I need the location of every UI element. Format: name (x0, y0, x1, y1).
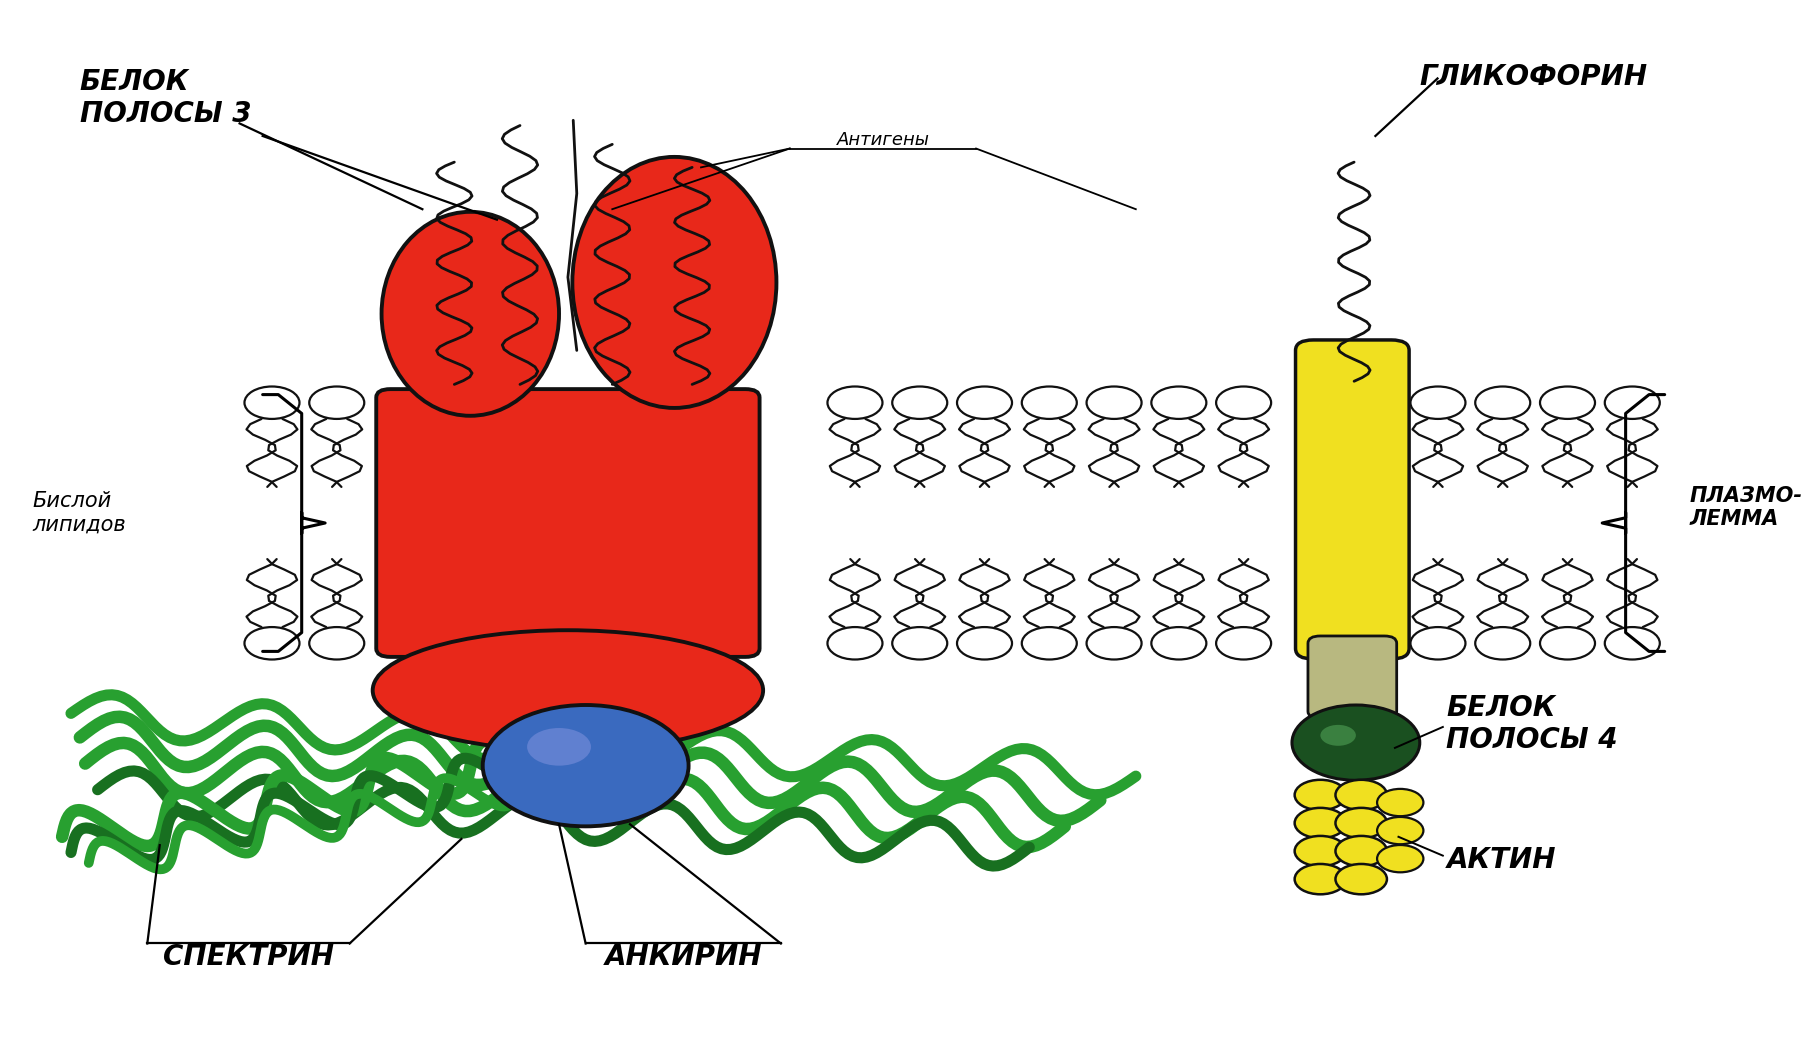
Text: СПЕКТРИН: СПЕКТРИН (164, 943, 333, 972)
Ellipse shape (571, 157, 777, 408)
Circle shape (1410, 627, 1465, 660)
Circle shape (1476, 627, 1531, 660)
Ellipse shape (382, 212, 559, 416)
Circle shape (482, 705, 688, 826)
Circle shape (1336, 808, 1387, 838)
Text: БЕЛОК
ПОЛОСЫ 4: БЕЛОК ПОЛОСЫ 4 (1447, 693, 1618, 754)
Circle shape (1021, 627, 1077, 660)
Circle shape (1216, 387, 1270, 419)
Circle shape (1292, 705, 1420, 780)
Circle shape (1294, 808, 1347, 838)
Circle shape (1294, 836, 1347, 866)
FancyBboxPatch shape (1309, 636, 1396, 719)
FancyBboxPatch shape (377, 389, 759, 657)
Circle shape (1605, 387, 1660, 419)
Circle shape (1540, 627, 1594, 660)
Circle shape (892, 387, 946, 419)
Circle shape (957, 627, 1012, 660)
Circle shape (244, 387, 300, 419)
Text: Бислой
липидов: Бислой липидов (33, 491, 126, 535)
Circle shape (1087, 627, 1141, 660)
Circle shape (1152, 627, 1207, 660)
Circle shape (1216, 627, 1270, 660)
Circle shape (1087, 387, 1141, 419)
Circle shape (828, 627, 883, 660)
Circle shape (1294, 780, 1347, 810)
Circle shape (309, 627, 364, 660)
Circle shape (1336, 780, 1387, 810)
Text: Антигены: Антигены (837, 131, 930, 149)
Text: АКТИН: АКТИН (1447, 846, 1556, 873)
Circle shape (892, 627, 946, 660)
FancyBboxPatch shape (1296, 340, 1409, 659)
Text: ГЛИКОФОРИН: ГЛИКОФОРИН (1420, 63, 1647, 91)
Circle shape (244, 627, 300, 660)
Circle shape (1336, 836, 1387, 866)
Circle shape (1378, 789, 1423, 816)
Circle shape (1540, 387, 1594, 419)
Circle shape (1152, 387, 1207, 419)
Circle shape (1378, 845, 1423, 872)
Circle shape (528, 728, 592, 766)
Circle shape (1476, 387, 1531, 419)
Circle shape (1021, 387, 1077, 419)
Circle shape (1410, 387, 1465, 419)
Circle shape (828, 387, 883, 419)
Text: ПЛАЗМО-
ЛЕММА: ПЛАЗМО- ЛЕММА (1689, 485, 1802, 529)
Text: БЕЛОК
ПОЛОСЫ 3: БЕЛОК ПОЛОСЫ 3 (80, 68, 251, 129)
Circle shape (1378, 817, 1423, 844)
Circle shape (1336, 864, 1387, 894)
Circle shape (309, 387, 364, 419)
Circle shape (1320, 725, 1356, 746)
Text: АНКИРИН: АНКИРИН (604, 943, 763, 972)
Circle shape (1605, 627, 1660, 660)
Ellipse shape (373, 630, 763, 751)
Circle shape (957, 387, 1012, 419)
Circle shape (1294, 864, 1347, 894)
